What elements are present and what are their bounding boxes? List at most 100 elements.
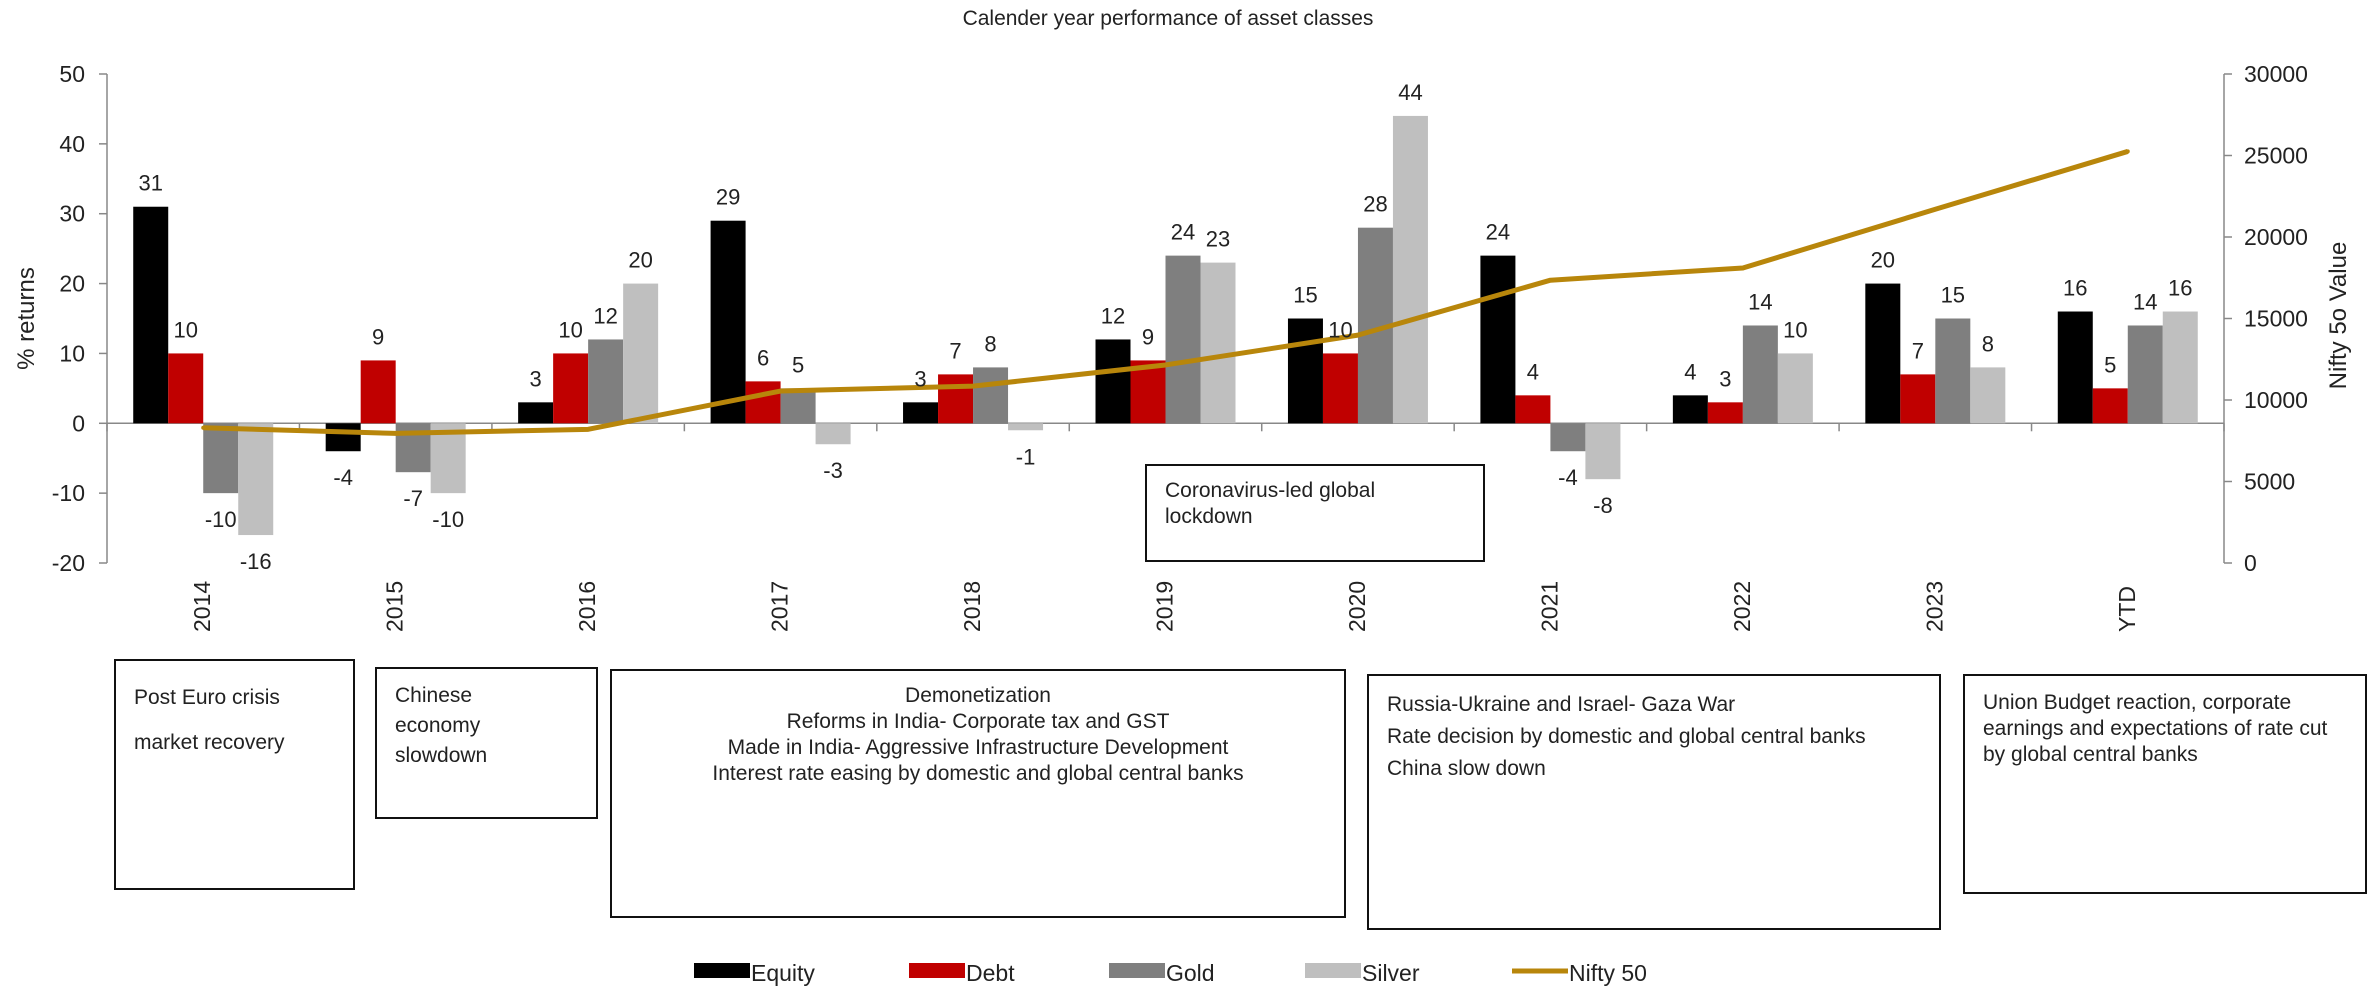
data-label-equity: 24 bbox=[1486, 220, 1510, 245]
annotation-2021-2023: Russia-Ukraine and Israel- Gaza War Rate… bbox=[1367, 674, 1941, 930]
data-label-debt: 4 bbox=[1527, 359, 1539, 384]
right-axis-tick-label: 30000 bbox=[2244, 61, 2308, 87]
bar-equity bbox=[518, 402, 554, 424]
data-label-gold: 14 bbox=[1748, 289, 1772, 314]
x-axis-category-label: 2018 bbox=[959, 581, 985, 632]
nifty-50-point bbox=[971, 384, 976, 389]
bar-silver bbox=[238, 423, 274, 536]
y-axis-title: % returns bbox=[13, 267, 40, 370]
x-axis-category-label: 2019 bbox=[1152, 581, 1178, 632]
bar-gold bbox=[1742, 325, 1778, 424]
nifty-50-point bbox=[393, 431, 398, 436]
bar-equity bbox=[1865, 283, 1901, 424]
x-axis-category-label: 2015 bbox=[382, 581, 408, 632]
legend-swatch-silver bbox=[1305, 963, 1361, 978]
right-axis-tick-label: 20000 bbox=[2244, 224, 2308, 250]
bar-silver bbox=[1392, 115, 1428, 424]
legend-label-equity: Equity bbox=[751, 960, 815, 986]
annotation-covid-lockdown: Coronavirus-led global lockdown bbox=[1145, 464, 1485, 562]
annotation-line: Coronavirus-led global bbox=[1165, 479, 1376, 502]
bar-debt bbox=[1515, 395, 1551, 424]
nifty-50-point bbox=[1548, 278, 1553, 283]
nifty-50-point bbox=[1163, 362, 1168, 367]
data-label-debt: 3 bbox=[1719, 366, 1731, 391]
data-label-debt: 9 bbox=[372, 324, 384, 349]
data-label-silver: -1 bbox=[1016, 444, 1036, 469]
bars-layer bbox=[133, 115, 2198, 536]
bar-silver bbox=[815, 423, 851, 445]
annotation-line: Demonetization bbox=[905, 684, 1051, 707]
legend: Equity Debt Gold Silver Nifty 50 bbox=[694, 960, 1647, 986]
legend-label-silver: Silver bbox=[1362, 960, 1420, 986]
bar-gold bbox=[780, 388, 816, 424]
data-label-gold: 8 bbox=[984, 331, 996, 356]
annotation-2014: Post Euro crisis market recovery bbox=[114, 659, 355, 890]
bar-debt bbox=[938, 374, 974, 424]
left-axis-tick-label: 50 bbox=[59, 61, 85, 87]
nifty-50-point bbox=[586, 427, 591, 432]
bar-gold bbox=[1935, 318, 1971, 424]
data-label-debt: 10 bbox=[558, 317, 582, 342]
bar-silver bbox=[623, 283, 659, 424]
annotation-line: Reforms in India- Corporate tax and GST bbox=[786, 710, 1170, 733]
right-axis-tick-label: 5000 bbox=[2244, 469, 2295, 495]
bar-equity bbox=[710, 220, 746, 424]
x-axis-category-label: 2022 bbox=[1729, 581, 1755, 632]
left-axis-tick-label: 30 bbox=[59, 201, 85, 227]
data-label-silver: -3 bbox=[823, 458, 843, 483]
legend-swatch-equity bbox=[694, 963, 750, 978]
x-axis-category-label: 2023 bbox=[1921, 581, 1947, 632]
bar-equity bbox=[1672, 395, 1708, 424]
data-label-gold: 15 bbox=[1941, 283, 1965, 308]
data-label-equity: -4 bbox=[333, 465, 353, 490]
annotation-line: market recovery bbox=[134, 731, 285, 754]
data-label-equity: 4 bbox=[1684, 359, 1696, 384]
bar-gold bbox=[2127, 325, 2163, 424]
bar-equity bbox=[133, 206, 169, 424]
left-axis-tick-label: -10 bbox=[52, 480, 85, 506]
x-axis-category-label: YTD bbox=[2114, 586, 2140, 632]
bar-debt bbox=[168, 353, 204, 424]
annotation-line: Made in India- Aggressive Infrastructure… bbox=[727, 736, 1229, 759]
bar-equity bbox=[1480, 255, 1516, 424]
bar-debt bbox=[1707, 402, 1743, 424]
bar-debt bbox=[1900, 374, 1936, 424]
nifty-line-layer bbox=[201, 149, 2130, 436]
data-label-debt: 6 bbox=[757, 345, 769, 370]
data-label-gold: -10 bbox=[205, 507, 237, 532]
data-label-gold: 5 bbox=[792, 352, 804, 377]
data-label-equity: 3 bbox=[914, 366, 926, 391]
data-label-silver: 44 bbox=[1398, 80, 1422, 105]
data-label-equity: 16 bbox=[2063, 276, 2087, 301]
right-axis-tick-label: 15000 bbox=[2244, 306, 2308, 332]
data-label-equity: 15 bbox=[1293, 283, 1317, 308]
data-label-debt: 9 bbox=[1142, 324, 1154, 349]
bar-gold bbox=[588, 339, 624, 424]
data-label-gold: 14 bbox=[2133, 289, 2157, 314]
chart-title: Calender year performance of asset class… bbox=[963, 7, 1374, 30]
bar-silver bbox=[1777, 353, 1813, 424]
nifty-50-point bbox=[1933, 207, 1938, 212]
nifty-50-point bbox=[778, 389, 783, 394]
annotation-2016-2020: Demonetization Reforms in India- Corpora… bbox=[610, 669, 1346, 918]
bar-gold bbox=[203, 423, 239, 494]
bar-equity bbox=[2057, 311, 2093, 424]
annotation-ytd: Union Budget reaction, corporate earning… bbox=[1963, 674, 2367, 894]
legend-label-gold: Gold bbox=[1166, 960, 1215, 986]
data-label-equity: 20 bbox=[1871, 248, 1895, 273]
data-label-silver: 16 bbox=[2168, 276, 2192, 301]
data-label-gold: -4 bbox=[1558, 465, 1578, 490]
left-axis-tick-label: -20 bbox=[52, 550, 85, 576]
right-axis-tick-label: 10000 bbox=[2244, 387, 2308, 413]
data-label-debt: 10 bbox=[1328, 317, 1352, 342]
nifty-50-point bbox=[201, 425, 206, 430]
data-label-silver: 8 bbox=[1982, 331, 1994, 356]
data-label-debt: 7 bbox=[1912, 338, 1924, 363]
bar-silver bbox=[1970, 367, 2006, 424]
annotation-line: Interest rate easing by domestic and glo… bbox=[712, 762, 1244, 785]
annotation-line: China slow down bbox=[1387, 757, 1546, 780]
data-label-debt: 7 bbox=[949, 338, 961, 363]
bar-equity bbox=[1287, 318, 1323, 424]
x-axis-category-label: 2014 bbox=[189, 581, 215, 632]
